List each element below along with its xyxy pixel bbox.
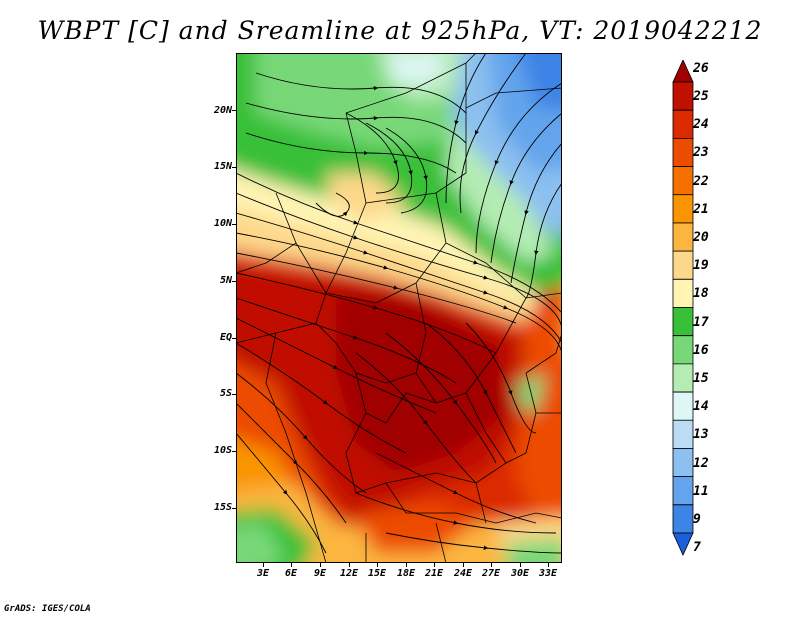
colorbar-swatch <box>672 278 694 308</box>
colorbar-swatch <box>672 60 694 83</box>
colorbar-swatch <box>672 109 694 139</box>
map-canvas <box>236 53 562 563</box>
colorbar-swatch <box>672 532 694 556</box>
lon-label-27e: 27E <box>481 568 501 579</box>
lat-tick <box>232 110 236 111</box>
lat-label-5n: 5N <box>219 275 232 286</box>
map-plot-area <box>236 53 562 563</box>
lon-label-9e: 9E <box>313 568 327 579</box>
colorbar-label: 9 <box>693 511 701 527</box>
lon-tick <box>377 563 378 567</box>
colorbar-label: 13 <box>693 427 709 443</box>
lon-tick <box>406 563 407 567</box>
lat-label-20n: 20N <box>213 105 232 116</box>
lon-tick <box>548 563 549 567</box>
colorbar-swatch <box>672 222 694 252</box>
lat-tick <box>232 224 236 225</box>
temperature-field <box>236 53 562 563</box>
colorbar-swatch <box>672 448 694 478</box>
lon-label-6e: 6E <box>284 568 298 579</box>
lon-label-21e: 21E <box>424 568 444 579</box>
lat-tick <box>232 451 236 452</box>
chart-title: WBPT [C] and Sreamline at 925hPa, VT: 20… <box>37 16 763 45</box>
lon-tick <box>434 563 435 567</box>
lon-tick <box>349 563 350 567</box>
colorbar-swatch <box>672 137 694 167</box>
colorbar-swatch <box>672 307 694 337</box>
lon-label-30e: 30E <box>510 568 530 579</box>
lon-tick <box>320 563 321 567</box>
colorbar-label: 12 <box>693 455 709 471</box>
lon-label-33e: 33E <box>538 568 558 579</box>
colorbar-label: 14 <box>693 399 709 415</box>
colorbar-label: 17 <box>693 314 709 330</box>
colorbar-swatch <box>672 391 694 421</box>
lat-tick <box>232 281 236 282</box>
colorbar-label: 26 <box>693 60 709 76</box>
lat-label-15s: 15S <box>213 502 232 513</box>
colorbar-label: 20 <box>693 230 709 246</box>
colorbar-swatch <box>672 194 694 224</box>
lon-tick <box>263 563 264 567</box>
colorbar-label: 22 <box>693 173 709 189</box>
grads-credit: GrADS: IGES/COLA <box>4 604 91 614</box>
lat-label-eq: EQ <box>219 332 232 343</box>
colorbar-swatch <box>672 335 694 365</box>
lon-tick <box>291 563 292 567</box>
colorbar-label: 23 <box>693 145 709 161</box>
colorbar-swatch <box>672 166 694 196</box>
lat-tick <box>232 394 236 395</box>
colorbar-label: 7 <box>693 540 701 556</box>
colorbar-label: 15 <box>693 370 709 386</box>
colorbar-label: 16 <box>693 342 709 358</box>
lon-tick <box>520 563 521 567</box>
colorbar-label: 25 <box>693 89 709 105</box>
colorbar-swatch <box>672 476 694 506</box>
lon-label-3e: 3E <box>256 568 270 579</box>
lat-tick <box>232 338 236 339</box>
lon-label-18e: 18E <box>396 568 416 579</box>
lat-label-10n: 10N <box>213 218 232 229</box>
colorbar-swatch <box>672 363 694 393</box>
lat-label-5s: 5S <box>219 388 232 399</box>
lat-label-10s: 10S <box>213 445 232 456</box>
lon-label-15e: 15E <box>367 568 387 579</box>
colorbar-swatch <box>672 81 694 111</box>
lat-label-15n: 15N <box>213 161 232 172</box>
lat-tick <box>232 508 236 509</box>
lon-tick <box>491 563 492 567</box>
streamlines <box>236 53 562 554</box>
colorbar-swatch <box>672 419 694 449</box>
lat-tick <box>232 167 236 168</box>
colorbar-swatch <box>672 504 694 534</box>
colorbar-label: 19 <box>693 258 709 274</box>
colorbar-label: 24 <box>693 117 709 133</box>
colorbar-label: 11 <box>693 483 709 499</box>
colorbar <box>672 60 694 556</box>
colorbar-label: 18 <box>693 286 709 302</box>
colorbar-swatch <box>672 250 694 280</box>
lon-label-24e: 24E <box>453 568 473 579</box>
lon-label-12e: 12E <box>339 568 359 579</box>
colorbar-label: 21 <box>693 201 709 217</box>
lon-tick <box>463 563 464 567</box>
